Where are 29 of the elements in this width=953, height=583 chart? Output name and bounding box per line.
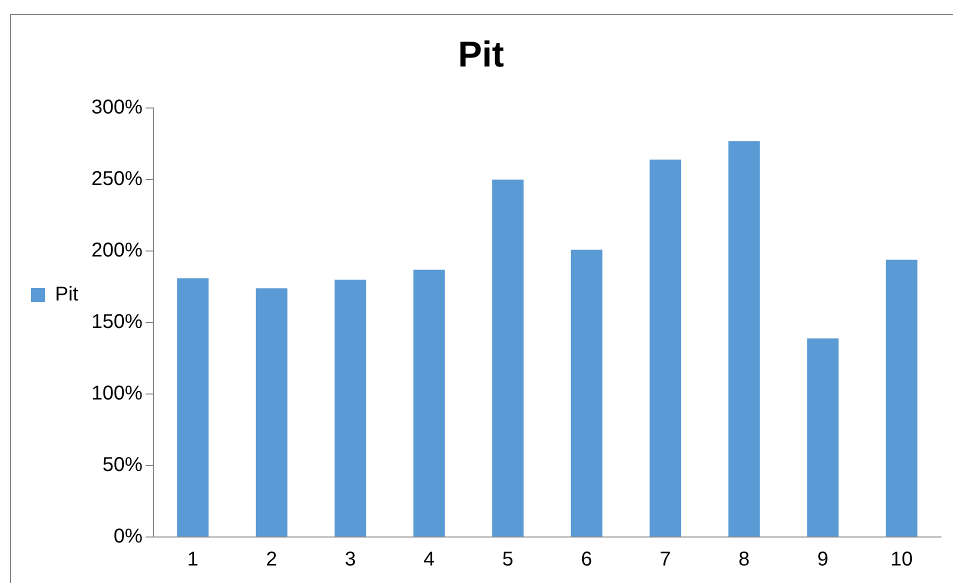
bar [334,280,366,536]
y-tick-label: 100% [91,382,143,405]
x-tick-label: 7 [660,548,671,571]
x-tick-label: 6 [581,548,592,571]
x-tick-label: 5 [502,548,514,571]
legend-label: Pit [55,284,79,306]
y-tick-label: 150% [91,311,143,334]
x-tick-label: 4 [424,548,435,571]
bar [256,288,288,536]
bar [886,260,918,536]
bar [177,278,209,536]
bar [570,250,602,536]
bar [413,270,445,536]
bar [650,160,682,536]
y-tick-label: 0% [114,526,143,548]
y-tick-label: 250% [91,168,143,190]
x-tick-label: 8 [738,548,750,571]
y-tick-label: 50% [102,454,143,476]
bar [492,180,524,536]
chart-title: Pit [458,34,504,75]
x-tick-label: 3 [344,548,356,571]
x-tick-label: 2 [266,548,278,571]
y-tick-label: 300% [91,96,143,119]
bar [728,141,760,536]
y-tick-label: 200% [91,240,143,262]
x-tick-label: 1 [187,548,198,571]
x-tick-label: 9 [817,548,828,571]
bar [807,338,839,536]
x-tick-label: 10 [890,548,913,571]
